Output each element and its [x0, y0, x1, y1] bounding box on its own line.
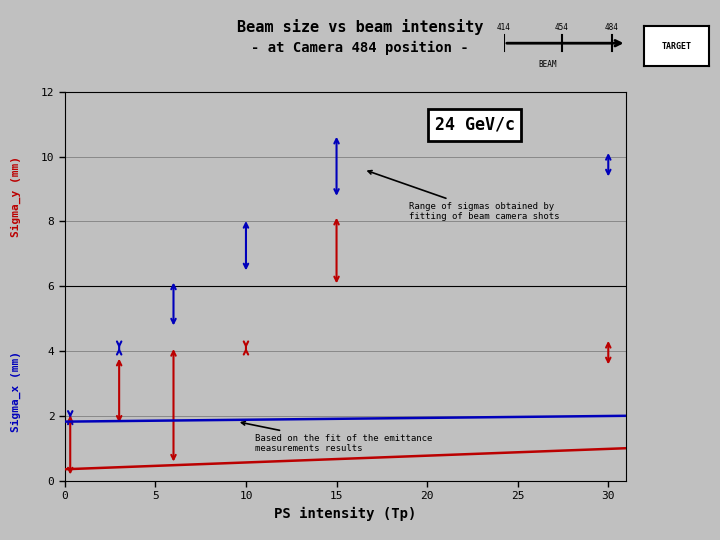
X-axis label: PS intensity (Tp): PS intensity (Tp) — [274, 507, 417, 521]
Text: 24 GeV/c: 24 GeV/c — [435, 116, 515, 134]
Text: BEAM: BEAM — [538, 60, 557, 69]
Text: - at Camera 484 position -: - at Camera 484 position - — [251, 40, 469, 55]
Text: Sigma_y (mm): Sigma_y (mm) — [11, 156, 21, 237]
Text: Sigma_x (mm): Sigma_x (mm) — [11, 350, 21, 431]
Text: Based on the fit of the emittance
measurements results: Based on the fit of the emittance measur… — [241, 422, 433, 453]
Text: TARGET: TARGET — [662, 42, 692, 51]
Text: Beam size vs beam intensity: Beam size vs beam intensity — [237, 19, 483, 35]
Text: Range of sigmas obtained by
fitting of beam camera shots: Range of sigmas obtained by fitting of b… — [368, 171, 559, 221]
Text: 454: 454 — [554, 23, 569, 31]
Text: 484: 484 — [605, 23, 619, 31]
Text: 414: 414 — [497, 23, 511, 31]
